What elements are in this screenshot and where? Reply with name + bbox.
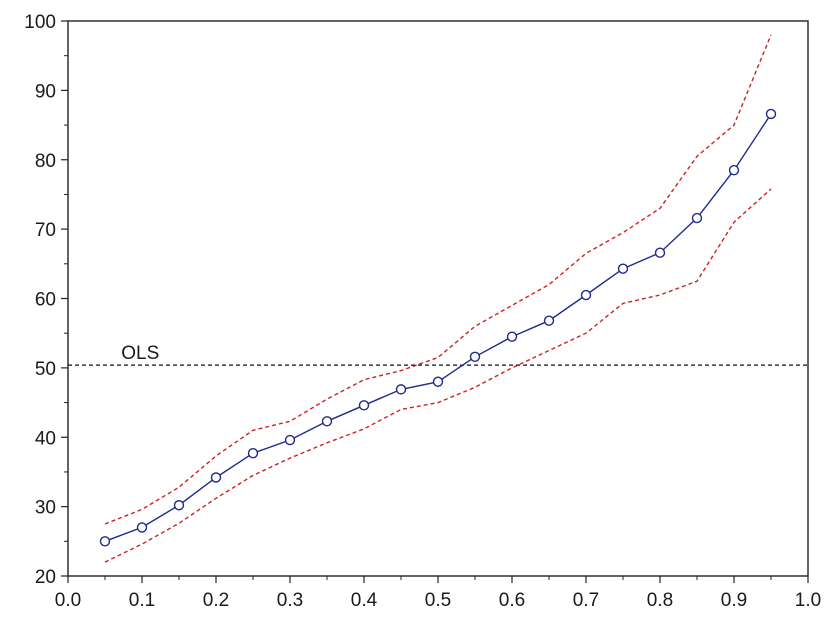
x-tick-label: 0.2 <box>203 590 229 611</box>
y-tick-label: 90 <box>35 81 56 102</box>
y-tick-label: 70 <box>35 220 56 241</box>
estimate-point <box>728 164 740 176</box>
x-tick-label: 0.4 <box>351 590 378 611</box>
x-tick-label: 0.9 <box>721 590 747 611</box>
estimate-point <box>247 448 259 459</box>
x-tick-label: 1.0 <box>795 590 821 611</box>
confidence-band-layer <box>104 34 772 563</box>
estimate-point <box>691 212 703 224</box>
estimate-line-layer <box>104 113 772 542</box>
axis-layer: 0.0 0.1 0.2 0.3 0.4 0.5 0.6 0.7 0.8 0.9 1.0 20 30 40 5… <box>24 12 821 611</box>
estimate-line <box>104 113 772 542</box>
estimate-point <box>210 472 222 483</box>
x-tick-label: 0.0 <box>55 590 81 611</box>
x-tick-label: 0.1 <box>129 590 155 611</box>
x-tick-label: 0.8 <box>647 590 673 611</box>
y-tick-label: 80 <box>35 151 56 172</box>
estimate-point <box>469 351 481 362</box>
estimate-point <box>136 522 148 533</box>
estimate-point <box>506 331 518 342</box>
y-tick-label: 40 <box>35 428 56 449</box>
y-tick-label: 50 <box>35 359 56 380</box>
x-tick-label: 0.7 <box>573 590 599 611</box>
estimate-point <box>284 434 296 446</box>
x-tick-label: 0.3 <box>277 590 303 611</box>
lower-band-line <box>104 188 772 563</box>
estimate-point <box>321 416 333 427</box>
estimate-point <box>617 263 629 274</box>
estimate-marker-layer <box>99 108 777 547</box>
y-tick-label: 30 <box>35 498 56 519</box>
plot-frame <box>67 20 809 577</box>
estimate-point <box>99 536 111 547</box>
x-tick-label: 0.6 <box>499 590 525 611</box>
y-tick-label: 20 <box>35 567 56 588</box>
estimate-point <box>654 247 666 258</box>
estimate-point <box>358 400 370 411</box>
estimate-point <box>765 108 777 120</box>
estimate-point <box>432 376 444 387</box>
estimate-point <box>395 384 407 395</box>
ols-label: OLS <box>121 343 159 364</box>
y-tick-label: 60 <box>35 290 56 311</box>
x-tick-label: 0.5 <box>425 590 451 611</box>
estimate-point <box>543 315 555 326</box>
estimate-point <box>173 500 185 511</box>
upper-band-line <box>104 34 772 525</box>
reference-line-layer: OLS <box>68 343 808 366</box>
estimate-point <box>580 289 592 301</box>
y-tick-label: 100 <box>24 12 56 33</box>
